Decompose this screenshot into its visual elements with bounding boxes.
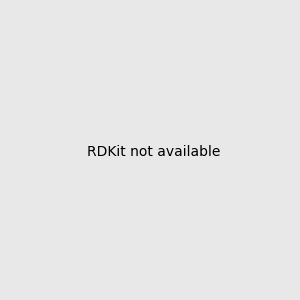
Text: RDKit not available: RDKit not available: [87, 145, 220, 158]
